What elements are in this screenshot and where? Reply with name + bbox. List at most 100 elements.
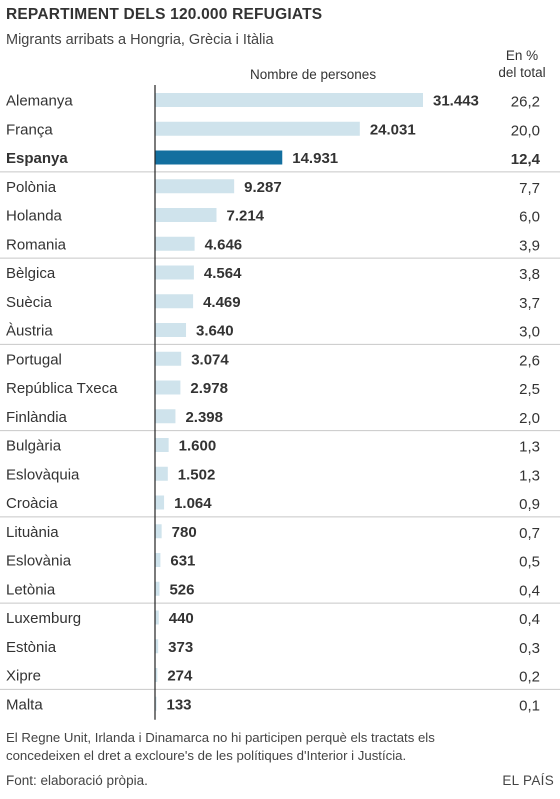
- percent-label: 3,0: [519, 324, 540, 341]
- category-label: Portugal: [6, 351, 62, 368]
- category-label: Luxemburg: [6, 610, 81, 627]
- category-label: Croàcia: [6, 495, 58, 512]
- value-label: 4.646: [205, 236, 243, 253]
- value-label: 133: [167, 696, 192, 713]
- bar: [155, 179, 235, 194]
- bar: [155, 208, 217, 222]
- percent-label: 12,4: [511, 151, 541, 168]
- percent-label: 0,2: [519, 669, 540, 686]
- publisher-logo: EL PAÍS: [502, 773, 554, 788]
- percent-label: 26,2: [511, 94, 540, 111]
- percent-header-line2: del total: [498, 65, 546, 80]
- category-label: Lituània: [6, 524, 59, 541]
- category-label: Polònia: [6, 179, 57, 196]
- value-label: 631: [170, 553, 195, 570]
- category-label: Eslovàquia: [6, 466, 80, 483]
- percent-label: 7,7: [519, 180, 540, 197]
- category-label: Bulgària: [6, 438, 62, 455]
- footnote-line2: concedeixen el dret a excloure's de les …: [6, 748, 407, 763]
- footnote-line1: El Regne Unit, Irlanda i Dinamarca no hi…: [6, 730, 435, 745]
- value-label: 1.502: [178, 466, 216, 483]
- category-label: República Txeca: [6, 380, 118, 397]
- bar: [155, 466, 168, 481]
- value-label: 14.931: [292, 150, 338, 167]
- bar: [155, 610, 159, 625]
- percent-label: 3,8: [519, 266, 540, 283]
- category-label: Holanda: [6, 208, 63, 225]
- percent-label: 2,5: [519, 381, 540, 398]
- chart-subtitle: Migrants arribats a Hongria, Grècia i It…: [6, 32, 274, 48]
- bar: [155, 380, 181, 395]
- value-label: 274: [167, 668, 193, 685]
- percent-label: 0,4: [519, 582, 540, 599]
- percent-label: 3,7: [519, 295, 540, 312]
- category-label: Letònia: [6, 581, 56, 598]
- percent-label: 20,0: [511, 122, 540, 139]
- bar: [155, 294, 194, 309]
- value-label: 31.443: [433, 93, 479, 110]
- percent-label: 6,0: [519, 209, 540, 226]
- bar: [155, 553, 161, 567]
- percent-label: 0,7: [519, 525, 540, 542]
- bar: [155, 581, 160, 596]
- source-note: Font: elaboració pròpia.: [6, 773, 148, 788]
- chart-title: REPARTIMENT DELS 120.000 REFUGIATS: [6, 6, 323, 23]
- category-label: Malta: [6, 696, 43, 713]
- category-label: Eslovània: [6, 553, 72, 570]
- value-label: 526: [169, 581, 194, 598]
- bar: [155, 93, 423, 107]
- bar: [155, 236, 195, 251]
- category-label: Àustria: [6, 323, 53, 340]
- bar: [155, 639, 159, 654]
- bar: [155, 696, 157, 711]
- bar: [155, 323, 187, 337]
- value-label: 3.640: [196, 323, 234, 340]
- bar: [155, 524, 162, 539]
- bar: [155, 438, 169, 452]
- percent-label: 0,3: [519, 640, 540, 657]
- bar: [155, 495, 165, 510]
- percent-header-line1: En %: [505, 48, 539, 63]
- footnote: El Regne Unit, Irlanda i Dinamarca no hi…: [6, 729, 546, 765]
- bar: [155, 351, 182, 366]
- value-label: 440: [169, 610, 194, 627]
- bar-chart: Alemanya 31.443 26,2 França 24.031 20,0 Espany…: [0, 85, 560, 720]
- bar: [155, 668, 158, 682]
- category-label: Espanya: [6, 150, 68, 167]
- value-label: 2.398: [185, 409, 223, 426]
- value-label: 1.600: [179, 438, 217, 455]
- value-column-header: Nombre de persones: [250, 67, 377, 82]
- percent-label: 0,9: [519, 496, 540, 513]
- value-label: 373: [168, 639, 193, 656]
- category-label: Romania: [6, 236, 67, 253]
- percent-label: 2,0: [519, 410, 540, 427]
- bar: [155, 265, 194, 280]
- percent-label: 2,6: [519, 352, 540, 369]
- category-label: França: [6, 121, 53, 138]
- value-label: 24.031: [370, 121, 416, 138]
- highlight-bar: [155, 150, 283, 165]
- bar: [155, 409, 176, 424]
- category-label: Estònia: [6, 639, 57, 656]
- value-label: 780: [172, 524, 197, 541]
- percent-label: 1,3: [519, 439, 540, 456]
- value-label: 2.978: [190, 380, 228, 397]
- category-label: Finlàndia: [6, 409, 68, 426]
- value-label: 1.064: [174, 495, 212, 512]
- percent-label: 0,1: [519, 697, 540, 714]
- percent-label: 1,3: [519, 467, 540, 484]
- value-label: 7.214: [226, 208, 264, 225]
- value-label: 4.469: [203, 294, 241, 311]
- category-label: Xipre: [6, 668, 41, 685]
- category-label: Suècia: [6, 294, 53, 311]
- value-label: 3.074: [191, 351, 229, 368]
- percent-column-header: En % del total: [486, 47, 558, 81]
- bar: [155, 121, 360, 136]
- value-label: 9.287: [244, 179, 282, 196]
- percent-label: 0,5: [519, 554, 540, 571]
- value-label: 4.564: [204, 265, 242, 282]
- percent-label: 3,9: [519, 237, 540, 254]
- category-label: Alemanya: [6, 93, 73, 110]
- category-label: Bèlgica: [6, 265, 56, 282]
- percent-label: 0,4: [519, 611, 540, 628]
